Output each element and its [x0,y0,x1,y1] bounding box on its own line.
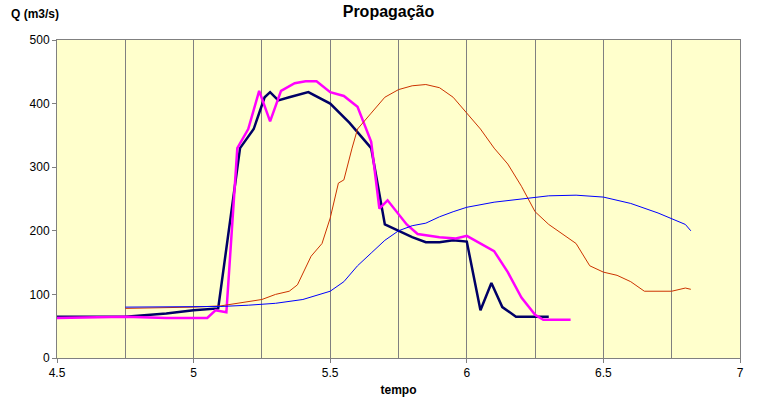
svg-text:0: 0 [43,351,50,365]
svg-text:100: 100 [30,288,50,302]
svg-text:7: 7 [737,366,744,380]
svg-text:500: 500 [30,33,50,47]
svg-text:5: 5 [190,366,197,380]
svg-text:Q (m3/s): Q (m3/s) [11,7,59,21]
svg-text:5.5: 5.5 [322,366,339,380]
svg-text:4.5: 4.5 [49,366,66,380]
svg-text:400: 400 [30,97,50,111]
svg-text:6.5: 6.5 [595,366,612,380]
svg-text:tempo: tempo [381,383,417,397]
svg-text:200: 200 [30,224,50,238]
svg-text:6: 6 [463,366,470,380]
svg-text:300: 300 [30,160,50,174]
svg-text:Propagação: Propagação [343,3,435,20]
